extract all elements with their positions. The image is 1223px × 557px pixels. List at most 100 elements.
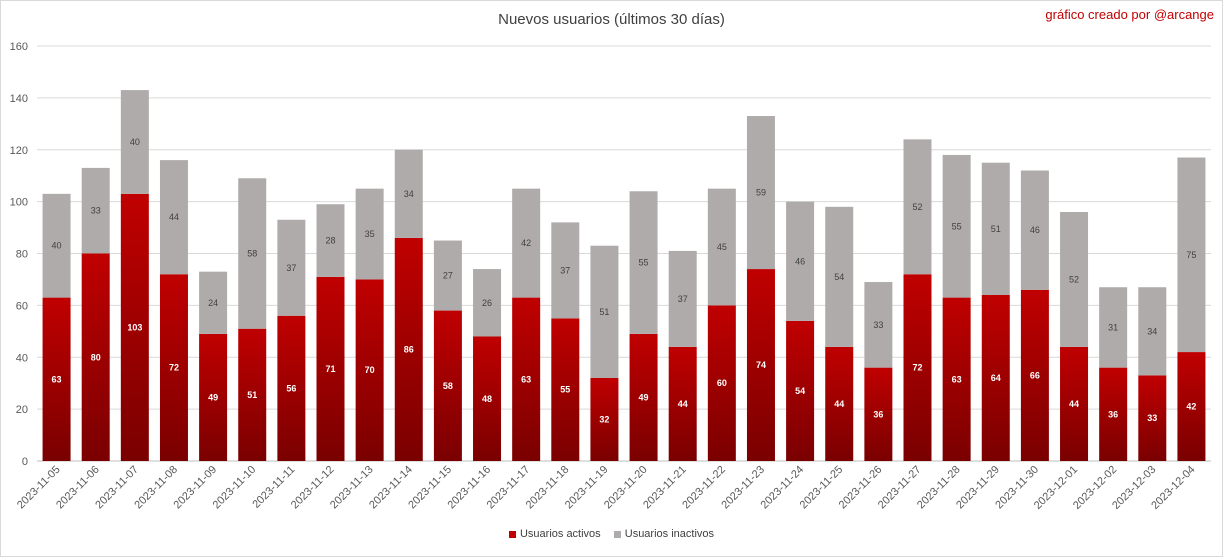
y-tick-label: 60 [16, 300, 28, 312]
data-label-inactive: 34 [1147, 326, 1157, 336]
bar-active [825, 346, 854, 461]
bar-inactive [629, 191, 658, 334]
bar-inactive [825, 206, 854, 347]
data-label-inactive: 34 [404, 189, 414, 199]
data-label-active: 64 [991, 373, 1001, 383]
data-label-active: 48 [482, 394, 492, 404]
y-tick-label: 160 [10, 41, 28, 53]
bar-inactive [903, 139, 932, 275]
legend-swatch-active [508, 530, 516, 538]
data-label-inactive: 37 [560, 265, 570, 275]
bar-inactive [1099, 287, 1128, 368]
data-label-inactive: 46 [1030, 225, 1040, 235]
bar-inactive [942, 154, 971, 298]
bar-inactive [746, 116, 775, 270]
y-tick-label: 140 [10, 93, 28, 105]
bar-active [42, 297, 71, 461]
bar-active [238, 328, 267, 461]
bar-inactive [473, 269, 502, 337]
bar-active [277, 315, 306, 461]
data-label-active: 49 [208, 392, 218, 402]
bar-active [316, 276, 345, 461]
bar-inactive [199, 271, 228, 334]
bar-active [668, 346, 697, 461]
bar-active [355, 279, 384, 461]
data-label-inactive: 37 [678, 294, 688, 304]
bar-inactive [551, 222, 580, 319]
legend-item-active: Usuarios activos [508, 528, 601, 540]
data-label-active: 63 [952, 374, 962, 384]
bar-active [1020, 289, 1049, 461]
data-label-active: 55 [560, 385, 570, 395]
bar-inactive [1177, 157, 1206, 353]
data-label-inactive: 44 [169, 212, 179, 222]
chart-title: Nuevos usuarios (últimos 30 días) [498, 11, 725, 28]
y-tick-label: 40 [16, 352, 28, 364]
bar-active [1060, 346, 1089, 461]
bar-active [981, 295, 1010, 461]
bar-inactive [668, 250, 697, 347]
legend-label-inactive: Usuarios inactivos [624, 528, 715, 540]
data-label-active: 72 [169, 363, 179, 373]
bar-inactive [394, 149, 423, 238]
bar-inactive [1020, 170, 1049, 290]
data-label-active: 42 [1186, 402, 1196, 412]
data-label-active: 66 [1030, 370, 1040, 380]
data-label-inactive: 51 [599, 307, 609, 317]
bar-active [512, 297, 541, 461]
bar-inactive [981, 162, 1010, 295]
legend-label-active: Usuarios activos [519, 528, 601, 540]
bar-active [786, 320, 815, 461]
bar-inactive [120, 90, 149, 194]
data-label-active: 103 [127, 322, 142, 332]
data-label-inactive: 40 [52, 241, 62, 251]
data-label-inactive: 27 [443, 271, 453, 281]
data-label-active: 54 [795, 386, 805, 396]
data-label-active: 58 [443, 381, 453, 391]
data-label-active: 51 [247, 390, 257, 400]
data-label-inactive: 33 [91, 206, 101, 216]
data-label-active: 63 [521, 374, 531, 384]
data-label-active: 86 [404, 344, 414, 354]
bar-inactive [864, 282, 893, 368]
bar-inactive [1060, 212, 1089, 347]
data-label-inactive: 28 [325, 236, 335, 246]
data-label-active: 60 [717, 378, 727, 388]
data-label-inactive: 51 [991, 224, 1001, 234]
data-label-active: 72 [912, 363, 922, 373]
bar-active [864, 367, 893, 461]
bar-active [629, 333, 658, 461]
data-label-active: 74 [756, 360, 766, 370]
legend-swatch-inactive [613, 530, 621, 538]
data-label-inactive: 31 [1108, 322, 1118, 332]
bar-active [473, 336, 502, 461]
legend-item-inactive: Usuarios inactivos [613, 528, 715, 540]
y-tick-label: 80 [16, 249, 28, 261]
bar-active [120, 193, 149, 461]
data-label-inactive: 54 [834, 272, 844, 282]
data-label-active: 32 [599, 415, 609, 425]
y-tick-label: 20 [16, 404, 28, 416]
data-label-active: 71 [325, 364, 335, 374]
data-label-active: 44 [678, 399, 688, 409]
legend: Usuarios activos Usuarios inactivos [0, 528, 1223, 541]
y-tick-label: 120 [10, 145, 28, 157]
bar-active [942, 297, 971, 461]
bar-inactive [707, 188, 736, 306]
bar-active [433, 310, 462, 461]
bar-active [199, 333, 228, 461]
y-tick-label: 100 [10, 197, 28, 209]
data-label-inactive: 35 [365, 229, 375, 239]
data-label-inactive: 58 [247, 249, 257, 259]
bar-inactive [42, 193, 71, 298]
bar-inactive [1138, 287, 1167, 376]
data-label-inactive: 26 [482, 298, 492, 308]
data-label-inactive: 52 [1069, 274, 1079, 284]
data-label-active: 56 [286, 383, 296, 393]
data-label-active: 36 [873, 409, 883, 419]
data-label-active: 63 [52, 374, 62, 384]
bar-inactive [786, 201, 815, 321]
data-label-active: 44 [1069, 399, 1079, 409]
data-label-active: 44 [834, 399, 844, 409]
